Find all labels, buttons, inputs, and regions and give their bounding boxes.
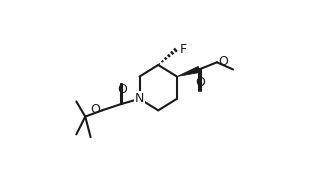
Text: F: F [180, 43, 187, 56]
Text: O: O [90, 103, 100, 116]
Polygon shape [177, 66, 200, 77]
Text: O: O [117, 83, 127, 96]
Text: O: O [195, 76, 205, 89]
Text: O: O [218, 55, 228, 68]
Text: N: N [135, 92, 144, 105]
